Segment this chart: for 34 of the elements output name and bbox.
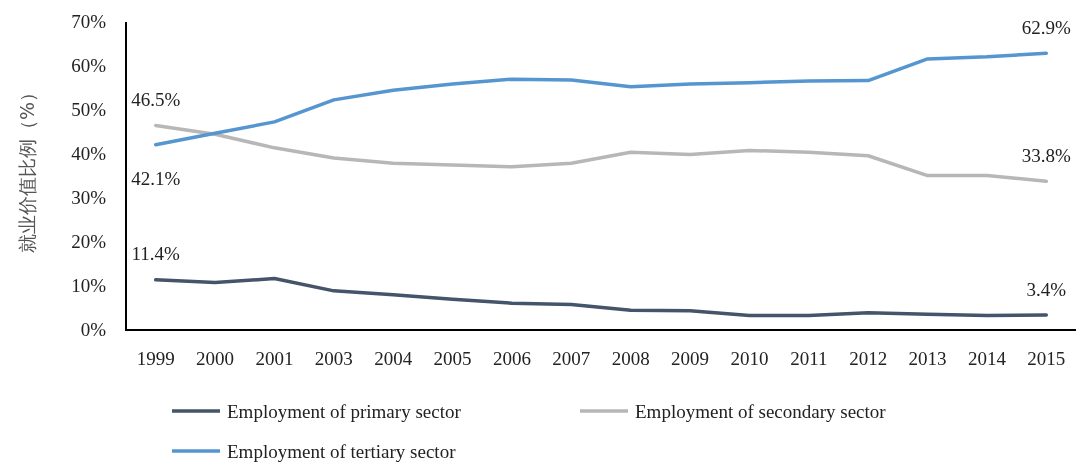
x-tick-label: 1999 — [136, 347, 175, 369]
y-tick-label: 20% — [71, 231, 107, 253]
legend-label: Employment of secondary sector — [635, 400, 887, 422]
y-tick-label: 50% — [71, 99, 107, 121]
data-label: 11.4% — [131, 243, 181, 265]
x-tick-label: 2006 — [492, 347, 531, 369]
x-tick-label: 2005 — [433, 347, 472, 369]
x-tick-label: 2003 — [314, 347, 353, 369]
x-tick-label: 2008 — [611, 347, 650, 369]
x-tick-label: 2012 — [849, 347, 888, 369]
x-tick-label: 2014 — [967, 347, 1007, 369]
data-label: 3.4% — [1026, 278, 1067, 300]
y-tick-label: 40% — [71, 143, 107, 165]
x-tick-label: 2015 — [1027, 347, 1066, 369]
y-axis-title: 就业价值比例（%） — [16, 82, 38, 254]
y-tick-label: 60% — [71, 55, 107, 77]
y-tick-label: 0% — [80, 319, 107, 341]
x-tick-label: 2007 — [552, 347, 591, 369]
x-tick-label: 2009 — [671, 347, 710, 369]
legend-label: Employment of tertiary sector — [227, 440, 457, 462]
data-label: 33.8% — [1021, 144, 1072, 166]
x-tick-label: 2013 — [908, 347, 947, 369]
x-tick-label: 2004 — [374, 347, 413, 369]
data-label: 62.9% — [1021, 16, 1072, 38]
x-tick-label: 2010 — [730, 347, 769, 369]
y-tick-label: 10% — [71, 275, 107, 297]
x-tick-label: 2000 — [196, 347, 235, 369]
data-label: 42.1% — [131, 168, 181, 190]
legend-label: Employment of primary sector — [227, 400, 462, 422]
y-tick-label: 30% — [71, 187, 107, 209]
x-tick-label: 2001 — [255, 347, 294, 369]
x-tick-label: 2011 — [790, 347, 828, 369]
y-tick-label: 70% — [71, 11, 107, 33]
data-label: 46.5% — [131, 88, 181, 110]
